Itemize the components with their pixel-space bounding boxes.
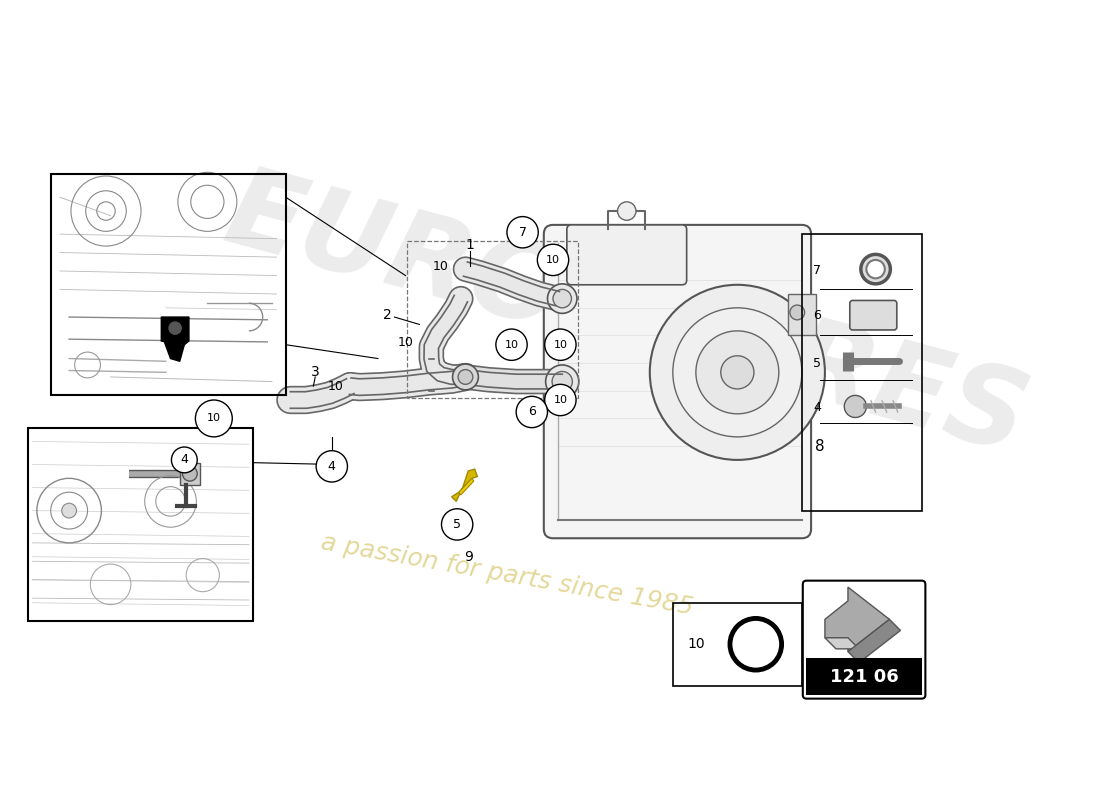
Polygon shape: [825, 638, 859, 649]
Bar: [673, 602, 802, 686]
FancyBboxPatch shape: [803, 581, 925, 698]
Text: 9: 9: [464, 550, 473, 564]
Text: 10: 10: [553, 395, 568, 405]
FancyBboxPatch shape: [850, 301, 896, 330]
Text: 1: 1: [465, 238, 474, 252]
Circle shape: [441, 509, 473, 540]
Text: 8: 8: [815, 438, 825, 454]
Circle shape: [196, 400, 232, 437]
Circle shape: [696, 331, 779, 414]
Text: 6: 6: [813, 309, 821, 322]
FancyBboxPatch shape: [566, 225, 686, 285]
Circle shape: [316, 450, 348, 482]
Text: 10: 10: [688, 638, 705, 651]
Circle shape: [553, 290, 571, 308]
Text: 5: 5: [813, 357, 821, 370]
Text: 10: 10: [397, 336, 414, 350]
Circle shape: [730, 618, 782, 670]
Circle shape: [544, 329, 576, 360]
Text: 5: 5: [453, 518, 461, 531]
Circle shape: [617, 202, 636, 220]
Circle shape: [452, 364, 478, 390]
Polygon shape: [164, 341, 185, 362]
Circle shape: [62, 503, 77, 518]
Circle shape: [673, 308, 802, 437]
Text: 4: 4: [813, 401, 821, 414]
Text: 4: 4: [180, 454, 188, 466]
Circle shape: [861, 254, 890, 284]
Text: EUROSPARES: EUROSPARES: [214, 158, 1040, 475]
Bar: [51, 174, 286, 395]
Text: 4: 4: [328, 460, 336, 473]
Circle shape: [790, 305, 804, 320]
Polygon shape: [452, 469, 477, 502]
Text: 10: 10: [432, 260, 449, 273]
Text: 10: 10: [505, 340, 518, 350]
Circle shape: [458, 370, 473, 384]
Polygon shape: [848, 619, 901, 662]
Circle shape: [507, 217, 538, 248]
Bar: [806, 658, 922, 695]
Text: 3: 3: [311, 366, 320, 379]
Text: 6: 6: [528, 406, 536, 418]
Text: 10: 10: [207, 414, 221, 423]
Text: 121 06: 121 06: [829, 667, 899, 686]
Circle shape: [167, 321, 183, 335]
Circle shape: [172, 447, 197, 473]
Bar: [788, 294, 816, 335]
Circle shape: [516, 396, 548, 428]
Bar: [407, 242, 578, 398]
Circle shape: [867, 260, 884, 278]
Circle shape: [548, 284, 578, 314]
Text: 10: 10: [553, 340, 568, 350]
Bar: [179, 462, 200, 485]
Circle shape: [496, 329, 527, 360]
Circle shape: [183, 466, 197, 481]
Circle shape: [720, 356, 754, 389]
Circle shape: [650, 285, 825, 460]
Polygon shape: [825, 587, 890, 652]
Circle shape: [546, 365, 579, 398]
Polygon shape: [162, 317, 189, 345]
Text: 2: 2: [383, 308, 392, 322]
Text: 7: 7: [813, 265, 821, 278]
Bar: [28, 428, 253, 622]
Text: a passion for parts since 1985: a passion for parts since 1985: [319, 530, 695, 620]
Text: 10: 10: [546, 255, 560, 265]
Circle shape: [537, 244, 569, 275]
Circle shape: [544, 384, 576, 416]
Circle shape: [552, 371, 572, 392]
Bar: [802, 234, 922, 510]
Circle shape: [845, 395, 867, 418]
Text: 10: 10: [328, 380, 343, 393]
FancyBboxPatch shape: [543, 225, 811, 538]
Polygon shape: [459, 478, 474, 495]
Text: 7: 7: [518, 226, 527, 238]
